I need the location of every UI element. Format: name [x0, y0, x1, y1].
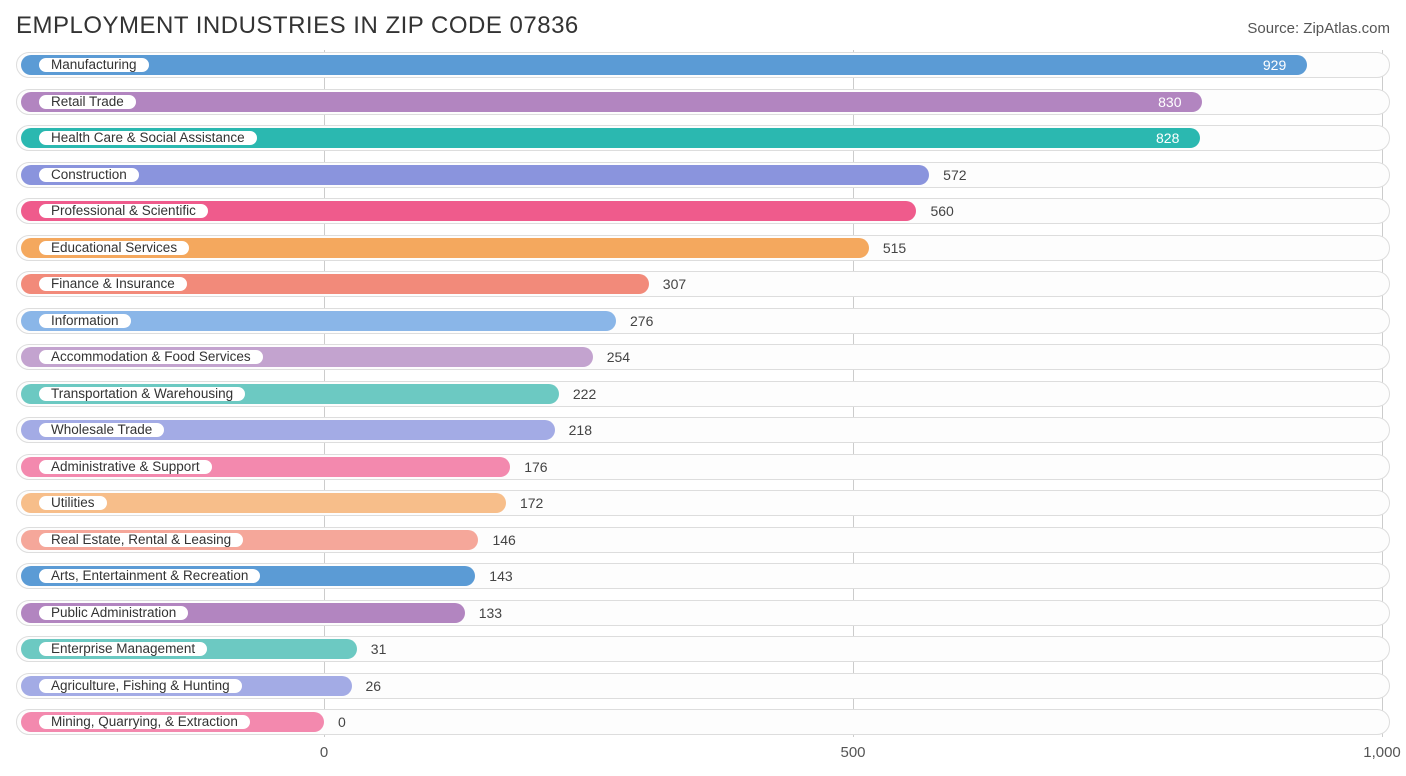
value-label: 254	[607, 342, 630, 372]
x-axis-tick: 500	[840, 744, 865, 761]
category-pill: Administrative & Support	[38, 459, 213, 475]
category-pill: Health Care & Social Assistance	[38, 130, 258, 146]
x-axis-tick: 0	[320, 744, 328, 761]
category-pill: Arts, Entertainment & Recreation	[38, 568, 261, 584]
category-pill: Accommodation & Food Services	[38, 349, 264, 365]
bar-row: Finance & Insurance 307	[16, 269, 1390, 299]
value-label: 830	[1158, 87, 1181, 117]
category-pill: Finance & Insurance	[38, 276, 188, 292]
value-label: 26	[366, 671, 382, 701]
bar-row: Manufacturing 929	[16, 50, 1390, 80]
value-label: 176	[524, 452, 547, 482]
chart-title: EMPLOYMENT INDUSTRIES IN ZIP CODE 07836	[16, 12, 579, 40]
value-label: 143	[489, 561, 512, 591]
bar-row: Agriculture, Fishing & Hunting 26	[16, 671, 1390, 701]
bar-row: Public Administration 133	[16, 598, 1390, 628]
value-label: 0	[338, 707, 346, 737]
value-label: 31	[371, 634, 387, 664]
plot-area: Manufacturing 929 Retail Trade 830 Health Ca…	[16, 50, 1390, 737]
source-name: ZipAtlas.com	[1303, 20, 1390, 37]
bar-row: Administrative & Support 176	[16, 452, 1390, 482]
category-pill: Wholesale Trade	[38, 422, 165, 438]
value-label: 218	[569, 415, 592, 445]
bar-row: Enterprise Management 31	[16, 634, 1390, 664]
source-attribution: Source: ZipAtlas.com	[1247, 20, 1390, 37]
category-pill: Retail Trade	[38, 94, 137, 110]
bar-row: Construction 572	[16, 160, 1390, 190]
bar	[21, 165, 929, 185]
bar	[21, 92, 1202, 112]
bar-row: Real Estate, Rental & Leasing 146	[16, 525, 1390, 555]
category-pill: Public Administration	[38, 605, 189, 621]
value-label: 133	[479, 598, 502, 628]
value-label: 515	[883, 233, 906, 263]
bar-row: Accommodation & Food Services 254	[16, 342, 1390, 372]
bar-row: Wholesale Trade 218	[16, 415, 1390, 445]
bar-row: Educational Services 515	[16, 233, 1390, 263]
category-pill: Utilities	[38, 495, 108, 511]
category-pill: Manufacturing	[38, 57, 150, 73]
category-pill: Construction	[38, 167, 140, 183]
source-prefix: Source:	[1247, 20, 1303, 37]
bar-row: Mining, Quarrying, & Extraction 0	[16, 707, 1390, 737]
value-label: 276	[630, 306, 653, 336]
category-pill: Real Estate, Rental & Leasing	[38, 532, 244, 548]
value-label: 828	[1156, 123, 1179, 153]
bar-row: Information 276	[16, 306, 1390, 336]
category-pill: Professional & Scientific	[38, 203, 209, 219]
category-pill: Transportation & Warehousing	[38, 386, 246, 402]
value-label: 929	[1263, 50, 1286, 80]
bar-row: Arts, Entertainment & Recreation 143	[16, 561, 1390, 591]
bar-row: Retail Trade 830	[16, 87, 1390, 117]
bar-row: Health Care & Social Assistance 828	[16, 123, 1390, 153]
value-label: 560	[930, 196, 953, 226]
category-pill: Mining, Quarrying, & Extraction	[38, 714, 251, 730]
value-label: 172	[520, 488, 543, 518]
employment-bar-chart: Manufacturing 929 Retail Trade 830 Health Ca…	[16, 50, 1390, 768]
value-label: 307	[663, 269, 686, 299]
value-label: 146	[492, 525, 515, 555]
bar	[21, 55, 1307, 75]
category-pill: Information	[38, 313, 132, 329]
bar-row: Transportation & Warehousing 222	[16, 379, 1390, 409]
category-pill: Educational Services	[38, 240, 190, 256]
x-axis-tick: 1,000	[1363, 744, 1401, 761]
bar-row: Professional & Scientific 560	[16, 196, 1390, 226]
x-axis: 05001,000	[16, 744, 1390, 768]
value-label: 572	[943, 160, 966, 190]
chart-header: EMPLOYMENT INDUSTRIES IN ZIP CODE 07836 …	[16, 12, 1390, 40]
category-pill: Agriculture, Fishing & Hunting	[38, 678, 243, 694]
bar-row: Utilities 172	[16, 488, 1390, 518]
value-label: 222	[573, 379, 596, 409]
category-pill: Enterprise Management	[38, 641, 208, 657]
